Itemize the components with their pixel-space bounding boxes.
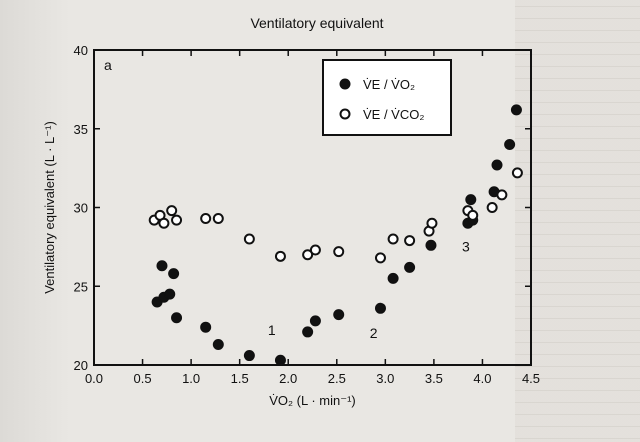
ve-vco2-point [200, 213, 212, 225]
phase-annotation: 2 [370, 325, 378, 341]
legend-box [322, 59, 452, 136]
ve-vco2-point [212, 213, 224, 225]
ve-vco2-point [274, 250, 286, 262]
ve-vco2-point [511, 167, 523, 179]
ve-vo2-point [309, 315, 321, 327]
ve-vo2-point [302, 326, 314, 338]
ve-vco2-point [387, 233, 399, 245]
x-tick-label: 3.0 [376, 371, 394, 386]
y-tick-label: 40 [74, 43, 88, 58]
page-background-text [515, 0, 640, 442]
ve-vco2-point [374, 252, 386, 264]
data-points [148, 104, 523, 366]
ve-vo2-point [333, 309, 345, 321]
ve-vo2-point [404, 261, 416, 273]
x-tick-label: 0.5 [134, 371, 152, 386]
ve-vo2-point [465, 194, 477, 206]
x-tick-label: 2.5 [328, 371, 346, 386]
ve-vco2-point [426, 217, 438, 229]
legend-label: V̇E / V̇O₂ [363, 77, 415, 92]
x-tick-label: 4.5 [522, 371, 540, 386]
phase-annotation: 3 [462, 239, 470, 255]
axis-ticks: 0.0 0.5 1.0 1.5 2.0 2.5 3.0 3.5 4.0 4.5 20 25 30 35 40 [74, 43, 541, 386]
ve-vo2-point [274, 354, 286, 366]
ve-vo2-point [510, 104, 522, 116]
ve-vco2-point [333, 246, 345, 258]
ve-vo2-point [243, 350, 255, 362]
y-axis-label: Ventilatory equivalent (L · L⁻¹) [42, 121, 57, 294]
ve-vco2-point [309, 244, 321, 256]
y-tick-label: 25 [74, 279, 88, 294]
ve-vo2-point [212, 339, 224, 351]
ve-vo2-point [164, 288, 176, 300]
x-tick-label: 1.5 [231, 371, 249, 386]
y-tick-label: 35 [74, 122, 88, 137]
ve-vo2-point [200, 321, 212, 333]
x-tick-label: 4.0 [473, 371, 491, 386]
x-tick-label: 3.5 [425, 371, 443, 386]
x-tick-label: 0.0 [85, 371, 103, 386]
ve-vo2-point [374, 302, 386, 314]
legend: V̇E / V̇O₂ V̇E / V̇CO₂ [322, 59, 452, 136]
legend-marker [339, 78, 351, 90]
ve-vco2-point [158, 217, 170, 229]
ve-vco2-point [243, 233, 255, 245]
ve-vo2-point [156, 260, 168, 272]
x-tick-label: 2.0 [279, 371, 297, 386]
y-tick-label: 20 [74, 358, 88, 373]
phase-annotation: 1 [268, 322, 276, 338]
y-tick-label: 30 [74, 201, 88, 216]
chart-title: Ventilatory equivalent [250, 15, 383, 31]
ve-vco2-point [486, 202, 498, 213]
ve-vco2-point [496, 189, 508, 201]
ve-vco2-point [467, 209, 479, 221]
ve-vo2-point [387, 272, 399, 284]
legend-label: V̇E / V̇CO₂ [363, 107, 424, 122]
annotations: 1 2 3 [268, 239, 470, 342]
ve-vo2-point [504, 139, 516, 150]
x-tick-label: 1.0 [182, 371, 200, 386]
page-margin-left [0, 0, 70, 442]
ve-vo2-point [171, 312, 183, 324]
x-axis-label: V̇O₂ (L · min⁻¹) [269, 393, 356, 408]
ve-vco2-point [302, 249, 314, 261]
legend-marker [339, 108, 351, 120]
ve-vco2-point [166, 205, 178, 217]
ve-vo2-point [168, 268, 180, 280]
panel-label: a [104, 57, 112, 73]
ve-vco2-point [171, 214, 183, 226]
ve-vco2-point [404, 235, 416, 247]
ve-vo2-point [425, 239, 437, 251]
ve-vo2-point [491, 159, 503, 171]
